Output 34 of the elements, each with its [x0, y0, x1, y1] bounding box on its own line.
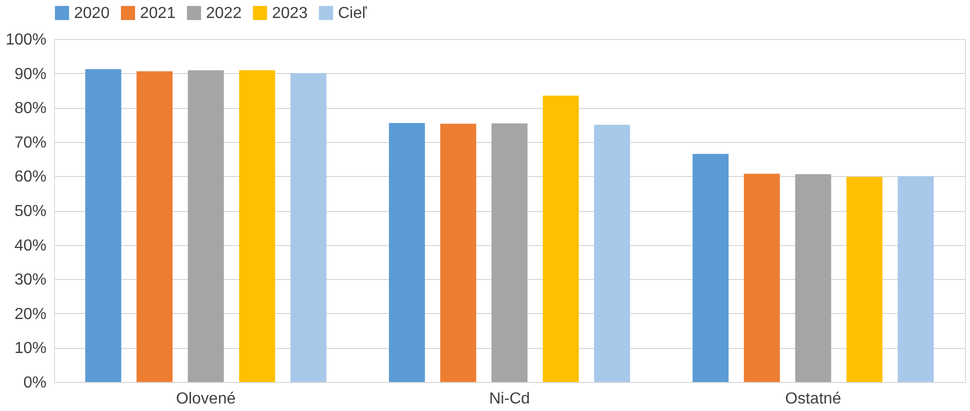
bar — [492, 123, 528, 382]
y-tick-label: 50% — [14, 203, 46, 220]
y-tick-label: 60% — [14, 168, 46, 186]
y-tick-label: 100% — [6, 32, 46, 48]
bar — [594, 124, 630, 382]
bar — [744, 174, 780, 382]
x-tick-label: Olovené — [176, 390, 236, 408]
y-tick-label: 70% — [14, 134, 46, 152]
bar — [85, 69, 122, 382]
bar — [388, 123, 425, 382]
y-tick-label: 30% — [14, 272, 46, 289]
y-tick-label: 90% — [14, 66, 46, 83]
x-tick-label: Ostatné — [785, 390, 842, 408]
y-tick-label: 10% — [14, 340, 46, 358]
bar — [239, 70, 276, 382]
y-tick-label: 80% — [14, 100, 46, 118]
y-tick-label: 20% — [14, 306, 46, 323]
y-tick-label: 40% — [14, 237, 46, 254]
bar — [290, 73, 326, 382]
x-tick-label: Ni-Cd — [489, 390, 530, 408]
legend-label: 2022 — [206, 5, 242, 22]
legend-label: Cieľ — [338, 5, 368, 22]
legend-label: 2020 — [74, 5, 110, 22]
legend-label: 2023 — [272, 5, 308, 22]
bar — [136, 71, 173, 382]
bar — [692, 154, 729, 382]
bar — [898, 176, 934, 382]
bar — [542, 96, 579, 382]
y-tick-label: 0% — [23, 374, 46, 392]
bar — [440, 124, 476, 382]
bar — [846, 176, 882, 382]
bar — [188, 70, 224, 382]
legend-label: 2021 — [140, 5, 176, 22]
bar — [795, 174, 832, 382]
